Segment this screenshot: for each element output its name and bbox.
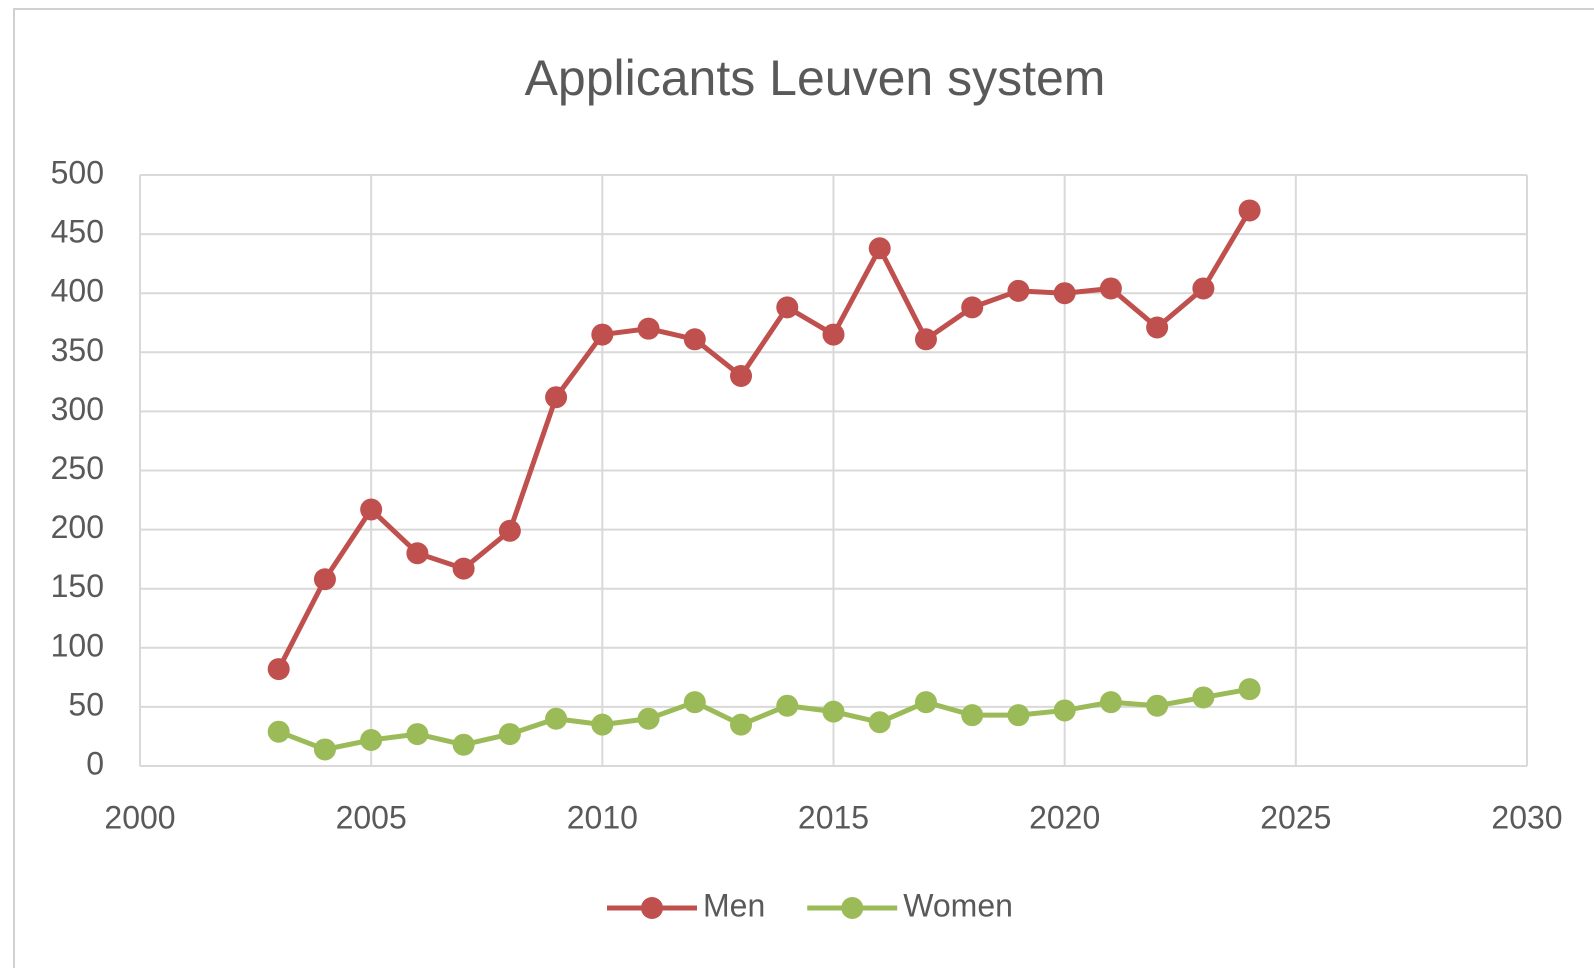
data-point [452,557,475,580]
data-point [776,296,799,319]
data-point [267,658,290,681]
x-tick-label: 2020 [1029,799,1100,835]
data-point [313,568,336,591]
data-point [914,328,937,351]
y-tick-label: 150 [51,568,104,604]
data-point [868,237,891,260]
x-tick-label: 2015 [798,799,869,835]
y-tick-label: 100 [51,627,104,663]
legend-label: Men [703,887,765,923]
x-tick-label: 2025 [1260,799,1331,835]
y-tick-label: 400 [51,273,104,309]
data-point [822,323,845,346]
data-point [1007,279,1030,302]
data-point [591,713,614,736]
data-point [961,704,984,727]
data-point [1053,699,1076,722]
data-point [822,700,845,723]
data-point [637,317,660,340]
data-point [313,738,336,761]
legend-label: Women [903,887,1013,923]
y-tick-label: 500 [51,154,104,190]
data-point [498,723,521,746]
data-point [498,519,521,542]
data-point [1099,691,1122,714]
legend-item: Women [807,887,1013,923]
data-point [1099,277,1122,300]
chart-title: Applicants Leuven system [525,50,1106,106]
data-point [1146,316,1169,339]
data-point [591,323,614,346]
data-point [1238,678,1261,701]
x-tick-label: 2000 [104,799,175,835]
data-point [1007,704,1030,727]
data-point [406,723,429,746]
data-point [637,707,660,730]
chart-frame [13,8,1594,968]
x-tick-label: 2030 [1491,799,1562,835]
data-point [267,720,290,743]
data-point [452,733,475,756]
data-point [868,711,891,734]
data-point [961,296,984,319]
y-tick-label: 350 [51,332,104,368]
y-tick-label: 0 [86,745,104,781]
y-tick-label: 50 [68,686,104,722]
legend-swatch-marker [841,897,864,919]
x-tick-label: 2005 [336,799,407,835]
data-point [1238,199,1261,222]
data-point [683,328,706,351]
legend-item: Men [607,887,765,923]
data-point [1192,277,1215,300]
series-line [276,209,1252,671]
series-line [277,686,1251,753]
data-point [1146,694,1169,717]
data-point [406,542,429,565]
data-point [776,694,799,717]
data-point [360,498,383,521]
y-tick-label: 250 [51,450,104,486]
data-point [730,713,753,736]
data-point [914,691,937,714]
y-tick-label: 200 [51,509,104,545]
data-point [730,364,753,387]
x-tick-label: 2010 [567,799,638,835]
data-point [360,728,383,751]
data-point [545,386,568,409]
data-point [1053,282,1076,305]
data-point [545,707,568,730]
y-tick-label: 300 [51,391,104,427]
legend-swatch-marker [641,897,663,919]
y-tick-label: 450 [51,214,104,250]
data-point [1192,686,1215,709]
data-point [683,691,706,714]
